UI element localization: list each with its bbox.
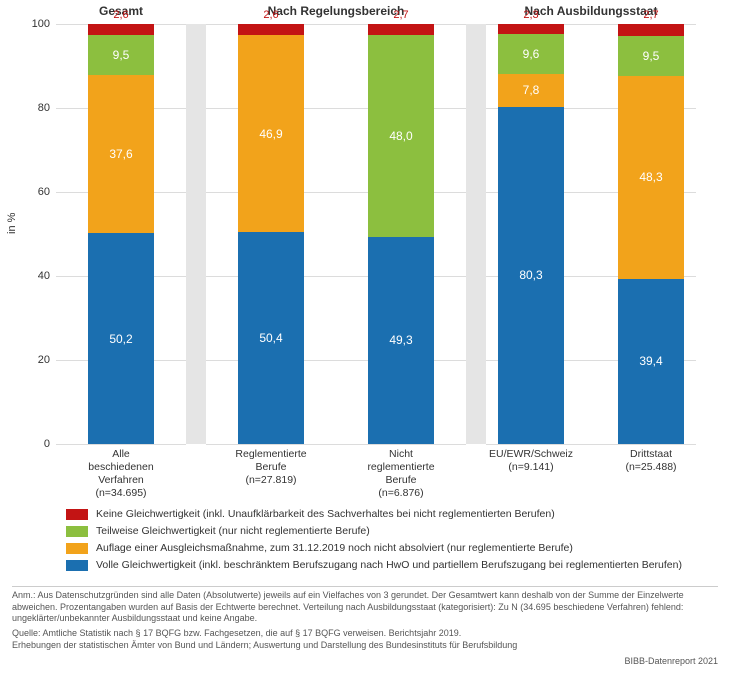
bar-value-label: 50,4 xyxy=(238,331,304,345)
footnote-divider xyxy=(12,586,718,587)
gridline xyxy=(206,444,466,445)
legend-swatch xyxy=(66,543,88,554)
chart-plot-area: 50,237,69,52,650,446,92,649,348,02,780,3… xyxy=(56,24,696,444)
x-tick-label: Drittstaat(n=25.488) xyxy=(598,448,704,474)
y-tick: 100 xyxy=(32,18,50,30)
legend-label: Keine Gleichwertigkeit (inkl. Unaufklärb… xyxy=(96,508,555,521)
legend-label: Auflage einer Ausgleichsmaßnahme, zum 31… xyxy=(96,542,573,555)
y-tick: 80 xyxy=(38,102,50,114)
legend-item: Keine Gleichwertigkeit (inkl. Unaufklärb… xyxy=(66,508,686,521)
legend: Keine Gleichwertigkeit (inkl. Unaufklärb… xyxy=(66,508,686,577)
y-tick: 60 xyxy=(38,186,50,198)
bar-value-label: 49,3 xyxy=(368,333,434,347)
bar-segment xyxy=(238,24,304,35)
bar-value-label: 80,3 xyxy=(498,268,564,282)
x-tick-label: ReglementierteBerufe(n=27.819) xyxy=(218,448,324,487)
source-label: BIBB-Datenreport 2021 xyxy=(624,656,718,666)
x-tick-label: AllebeschiedenenVerfahren(n=34.695) xyxy=(68,448,174,501)
x-axis-labels: AllebeschiedenenVerfahren(n=34.695) Regle… xyxy=(56,448,696,504)
bar-value-label: 48,0 xyxy=(368,129,434,143)
legend-swatch xyxy=(66,509,88,520)
bar-value-label: 2,6 xyxy=(88,9,154,21)
footnotes: Anm.: Aus Datenschutzgründen sind alle D… xyxy=(12,590,718,651)
bar-value-label: 2,6 xyxy=(238,9,304,21)
bar-value-label: 2,3 xyxy=(498,9,564,21)
bar-value-label: 39,4 xyxy=(618,354,684,368)
x-tick-label: NichtreglementierteBerufe(n=6.876) xyxy=(348,448,454,501)
y-axis-label: in % xyxy=(6,213,18,234)
bar-value-label: 2,7 xyxy=(618,9,684,21)
y-axis: 020406080100 xyxy=(0,24,56,444)
bar-segment xyxy=(88,24,154,35)
legend-swatch xyxy=(66,560,88,571)
note-line: Quelle: Amtliche Statistik nach § 17 BQF… xyxy=(12,628,718,640)
y-tick: 40 xyxy=(38,270,50,282)
bar-value-label: 7,8 xyxy=(498,83,564,97)
legend-item: Teilweise Gleichwertigkeit (nur nicht re… xyxy=(66,525,686,538)
legend-label: Teilweise Gleichwertigkeit (nur nicht re… xyxy=(96,525,370,538)
bar: 50,446,92,6 xyxy=(238,24,304,444)
gridline xyxy=(56,444,186,445)
bar-value-label: 2,7 xyxy=(368,9,434,21)
bar-value-label: 50,2 xyxy=(88,332,154,346)
bar-segment xyxy=(498,24,564,34)
note-line: Anm.: Aus Datenschutzgründen sind alle D… xyxy=(12,590,718,625)
bar-value-label: 9,5 xyxy=(618,49,684,63)
bar: 39,448,39,52,7 xyxy=(618,24,684,444)
note-line: Erhebungen der statistischen Ämter von B… xyxy=(12,640,718,652)
bar-value-label: 48,3 xyxy=(618,170,684,184)
bar: 50,237,69,52,6 xyxy=(88,24,154,444)
bar: 49,348,02,7 xyxy=(368,24,434,444)
y-tick: 0 xyxy=(44,438,50,450)
legend-item: Volle Gleichwertigkeit (inkl. beschränkt… xyxy=(66,559,686,572)
y-tick: 20 xyxy=(38,354,50,366)
legend-label: Volle Gleichwertigkeit (inkl. beschränkt… xyxy=(96,559,682,572)
plot: 50,237,69,52,650,446,92,649,348,02,780,3… xyxy=(56,24,696,444)
bar-value-label: 46,9 xyxy=(238,127,304,141)
legend-item: Auflage einer Ausgleichsmaßnahme, zum 31… xyxy=(66,542,686,555)
bar-segment xyxy=(618,24,684,35)
gridline xyxy=(486,444,696,445)
bar: 80,37,89,62,3 xyxy=(498,24,564,444)
bar-value-label: 37,6 xyxy=(88,147,154,161)
legend-swatch xyxy=(66,526,88,537)
bar-value-label: 9,5 xyxy=(88,48,154,62)
x-tick-label: EU/EWR/Schweiz(n=9.141) xyxy=(478,448,584,474)
bar-segment xyxy=(368,24,434,35)
bar-value-label: 9,6 xyxy=(498,47,564,61)
